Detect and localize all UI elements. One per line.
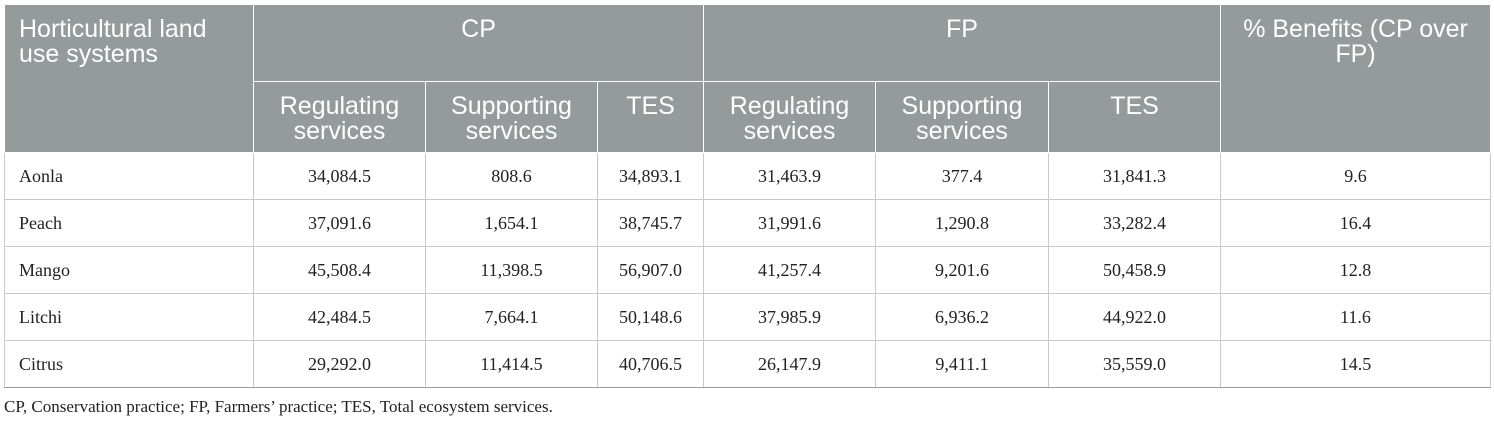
row-label: Litchi bbox=[4, 293, 254, 341]
benefits-header: % Benefits (CP over FP) bbox=[1220, 4, 1492, 153]
table-row: Litchi 42,484.5 7,664.1 50,148.6 37,985.9 6,9… bbox=[4, 293, 1492, 341]
table-cell: 9,201.6 bbox=[875, 246, 1050, 294]
table-cell: 50,458.9 bbox=[1048, 246, 1222, 294]
header-row-subcolumns: Regulating services Supporting services … bbox=[5, 81, 1491, 153]
table-cell: 377.4 bbox=[875, 152, 1050, 200]
table-cell: 33,282.4 bbox=[1048, 199, 1222, 247]
cp-supporting-header: Supporting services bbox=[425, 81, 598, 153]
table-cell: 11,414.5 bbox=[425, 340, 598, 388]
table-cell: 38,745.7 bbox=[596, 199, 705, 247]
table-cell: 6,936.2 bbox=[875, 293, 1050, 341]
table-row: Mango 45,508.4 11,398.5 56,907.0 41,257.4 9,2… bbox=[4, 246, 1492, 294]
table-cell: 14.5 bbox=[1220, 340, 1492, 388]
table-cell: 34,893.1 bbox=[596, 152, 705, 200]
land-use-header: Horticultural land use systems bbox=[4, 4, 254, 153]
row-label: Mango bbox=[4, 246, 254, 294]
table-cell: 9,411.1 bbox=[875, 340, 1050, 388]
table-cell: 1,654.1 bbox=[425, 199, 598, 247]
table-cell: 12.8 bbox=[1220, 246, 1492, 294]
cp-regulating-header: Regulating services bbox=[253, 81, 426, 153]
table-footnote: CP, Conservation practice; FP, Farmers’ … bbox=[4, 397, 553, 416]
table-cell: 16.4 bbox=[1220, 199, 1492, 247]
ecosystem-services-table: Horticultural land use systems CP FP % B… bbox=[4, 4, 1492, 388]
table-cell: 45,508.4 bbox=[253, 246, 426, 294]
table-cell: 31,841.3 bbox=[1048, 152, 1222, 200]
table-cell: 56,907.0 bbox=[596, 246, 705, 294]
table-cell: 7,664.1 bbox=[425, 293, 598, 341]
table-cell: 808.6 bbox=[425, 152, 598, 200]
fp-regulating-header: Regulating services bbox=[703, 81, 877, 153]
table-cell: 42,484.5 bbox=[253, 293, 426, 341]
table-cell: 29,292.0 bbox=[253, 340, 426, 388]
row-label: Peach bbox=[4, 199, 254, 247]
table-cell: 37,091.6 bbox=[253, 199, 426, 247]
fp-tes-header: TES bbox=[1048, 81, 1222, 153]
table-cell: 35,559.0 bbox=[1048, 340, 1222, 388]
table-cell: 40,706.5 bbox=[596, 340, 705, 388]
table-cell: 41,257.4 bbox=[703, 246, 877, 294]
cp-tes-header: TES bbox=[596, 81, 705, 153]
table-cell: 34,084.5 bbox=[253, 152, 426, 200]
table-row: Citrus 29,292.0 11,414.5 40,706.5 26,147.9 9,… bbox=[4, 340, 1492, 388]
table-cell: 1,290.8 bbox=[875, 199, 1050, 247]
header-row-groups: Horticultural land use systems CP FP % B… bbox=[4, 4, 1492, 153]
fp-supporting-header: Supporting services bbox=[875, 81, 1050, 153]
table-cell: 37,985.9 bbox=[703, 293, 877, 341]
table-cell: 9.6 bbox=[1220, 152, 1492, 200]
table-row: Peach 37,091.6 1,654.1 38,745.7 31,991.6 1,29… bbox=[4, 199, 1492, 247]
table-row: Aonla 34,084.5 808.6 34,893.1 31,463.9 377.4 3… bbox=[4, 152, 1492, 200]
table-cell: 31,991.6 bbox=[703, 199, 877, 247]
table-cell: 26,147.9 bbox=[703, 340, 877, 388]
table-cell: 50,148.6 bbox=[596, 293, 705, 341]
table-cell: 11,398.5 bbox=[425, 246, 598, 294]
table-cell: 44,922.0 bbox=[1048, 293, 1222, 341]
table-cell: 31,463.9 bbox=[703, 152, 877, 200]
row-label: Citrus bbox=[4, 340, 254, 388]
row-label: Aonla bbox=[4, 152, 254, 200]
table-body: Aonla 34,084.5 808.6 34,893.1 31,463.9 377.4 3… bbox=[4, 152, 1492, 388]
table-cell: 11.6 bbox=[1220, 293, 1492, 341]
data-table-container: Horticultural land use systems CP FP % B… bbox=[4, 4, 1492, 388]
cp-group-header: CP bbox=[252, 4, 705, 82]
fp-group-header: FP bbox=[703, 4, 1222, 82]
